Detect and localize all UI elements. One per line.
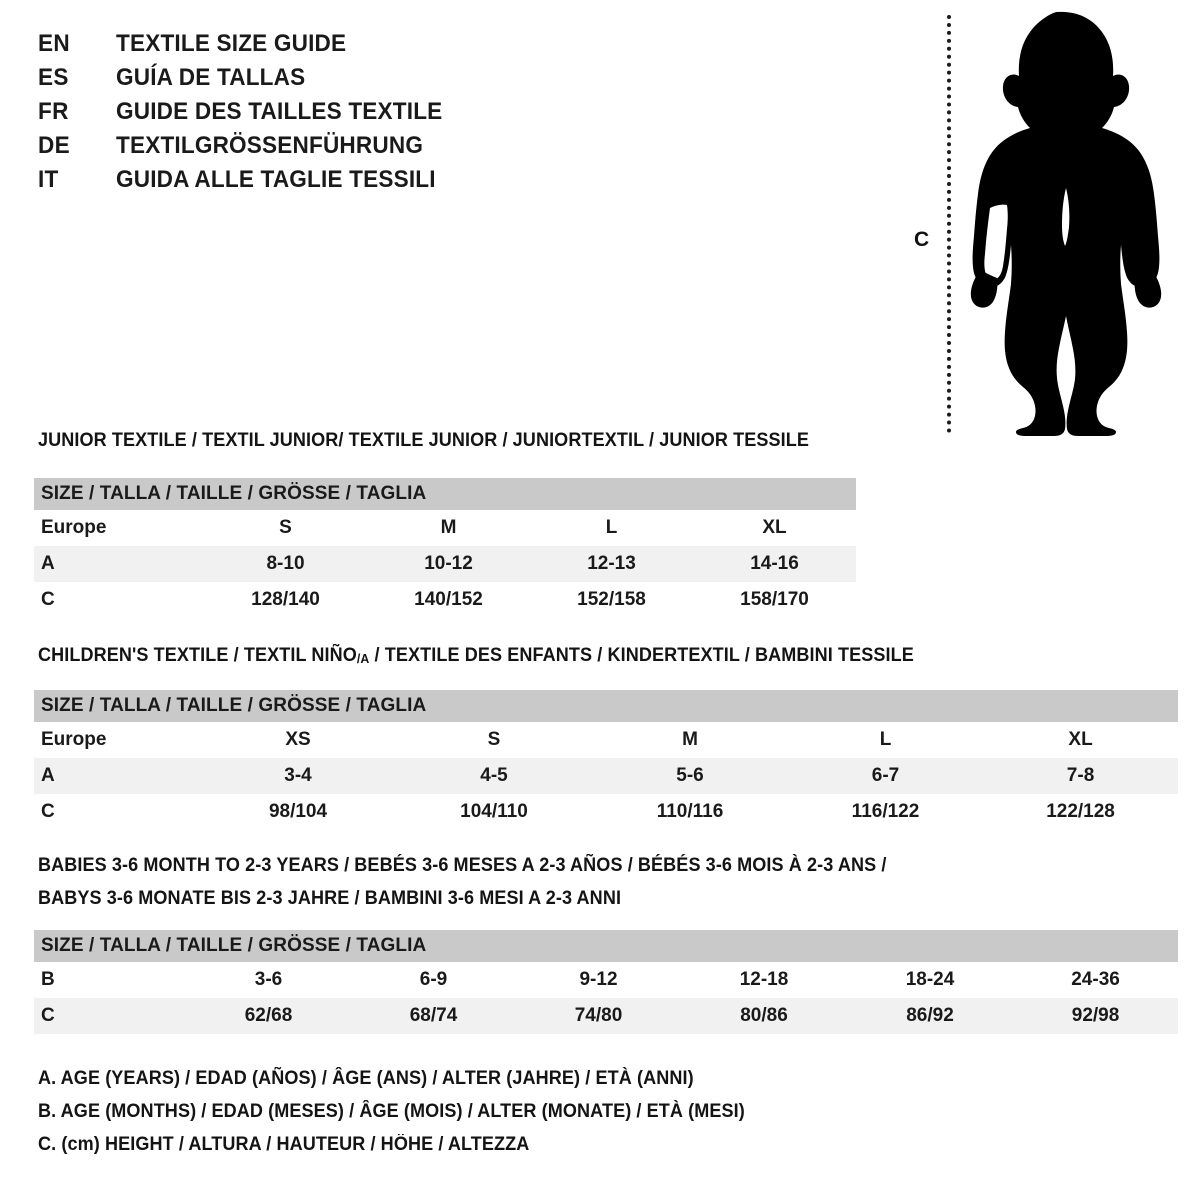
measurement-legend: A. AGE (YEARS) / EDAD (AÑOS) / ÂGE (ANS)… xyxy=(38,1068,938,1167)
language-title-es: GUÍA DE TALLAS xyxy=(116,64,306,91)
babies-row-label-b: B xyxy=(34,962,186,998)
junior-size-table: SIZE / TALLA / TAILLE / GRÖSSE / TAGLIA … xyxy=(34,478,857,618)
children-title-part1: CHILDREN'S TEXTILE / TEXTIL NIÑO xyxy=(38,645,357,666)
junior-table-row-a: A 8-10 10-12 12-13 14-16 xyxy=(34,546,857,582)
junior-cell-europe-0: S xyxy=(204,510,367,546)
babies-cell-c-3: 80/86 xyxy=(681,998,847,1034)
language-code-it: IT xyxy=(38,166,59,193)
children-cell-c-2: 110/116 xyxy=(592,794,788,830)
language-title-en: TEXTILE SIZE GUIDE xyxy=(116,30,347,57)
babies-size-table: SIZE / TALLA / TAILLE / GRÖSSE / TAGLIA … xyxy=(34,930,1179,1034)
children-cell-europe-1: S xyxy=(396,722,592,758)
language-row-es: ES GUÍA DE TALLAS xyxy=(38,64,558,98)
children-table-row-c: C 98/104 104/110 110/116 116/122 122/128 xyxy=(34,794,1179,830)
language-title-de: TEXTILGRÖSSENFÜHRUNG xyxy=(116,132,424,159)
children-table-row-europe: Europe XS S M L XL xyxy=(34,722,1179,758)
children-size-table: SIZE / TALLA / TAILLE / GRÖSSE / TAGLIA … xyxy=(34,690,1179,830)
language-row-fr: FR GUIDE DES TAILLES TEXTILE xyxy=(38,98,558,132)
babies-table-row-c: C 62/68 68/74 74/80 80/86 86/92 92/98 xyxy=(34,998,1179,1034)
children-table-row-a: A 3-4 4-5 5-6 6-7 7-8 xyxy=(34,758,1179,794)
children-cell-a-1: 4-5 xyxy=(396,758,592,794)
children-cell-europe-0: XS xyxy=(200,722,396,758)
children-cell-c-0: 98/104 xyxy=(200,794,396,830)
language-row-it: IT GUIDA ALLE TAGLIE TESSILI xyxy=(38,166,558,200)
babies-cell-c-4: 86/92 xyxy=(847,998,1013,1034)
babies-cell-b-1: 6-9 xyxy=(351,962,516,998)
children-cell-c-1: 104/110 xyxy=(396,794,592,830)
language-code-fr: FR xyxy=(38,98,69,125)
babies-cell-b-2: 9-12 xyxy=(516,962,681,998)
junior-cell-a-3: 14-16 xyxy=(693,546,857,582)
junior-cell-c-2: 152/158 xyxy=(530,582,693,618)
junior-row-label-c: C xyxy=(34,582,204,618)
legend-line-a: A. AGE (YEARS) / EDAD (AÑOS) / ÂGE (ANS)… xyxy=(38,1068,694,1089)
babies-section-title-line1: BABIES 3-6 MONTH TO 2-3 YEARS / BEBÉS 3-… xyxy=(38,855,887,876)
child-standing-silhouette-icon xyxy=(970,11,1162,436)
language-code-es: ES xyxy=(38,64,69,91)
babies-cell-b-0: 3-6 xyxy=(186,962,351,998)
language-code-en: EN xyxy=(38,30,70,57)
measure-axis-label-c: C xyxy=(914,228,930,251)
babies-cell-c-1: 68/74 xyxy=(351,998,516,1034)
children-cell-europe-4: XL xyxy=(983,722,1179,758)
children-row-label-europe: Europe xyxy=(34,722,200,758)
children-group-header: SIZE / TALLA / TAILLE / GRÖSSE / TAGLIA xyxy=(34,690,1179,722)
language-header-block: EN TEXTILE SIZE GUIDE ES GUÍA DE TALLAS … xyxy=(38,30,558,200)
children-section-title: CHILDREN'S TEXTILE / TEXTIL NIÑO/A / TEX… xyxy=(38,645,914,667)
junior-cell-a-1: 10-12 xyxy=(367,546,530,582)
junior-cell-c-0: 128/140 xyxy=(204,582,367,618)
children-cell-a-0: 3-4 xyxy=(200,758,396,794)
babies-section-title-line2: BABYS 3-6 MONATE BIS 2-3 JAHRE / BAMBINI… xyxy=(38,888,622,909)
babies-cell-c-2: 74/80 xyxy=(516,998,681,1034)
junior-row-label-a: A xyxy=(34,546,204,582)
junior-section-title: JUNIOR TEXTILE / TEXTIL JUNIOR/ TEXTILE … xyxy=(38,430,809,451)
language-title-fr: GUIDE DES TAILLES TEXTILE xyxy=(116,98,443,125)
junior-cell-c-3: 158/170 xyxy=(693,582,857,618)
legend-line-c: C. (cm) HEIGHT / ALTURA / HAUTEUR / HÖHE… xyxy=(38,1134,530,1155)
children-row-label-c: C xyxy=(34,794,200,830)
junior-table-row-c: C 128/140 140/152 152/158 158/170 xyxy=(34,582,857,618)
junior-cell-a-0: 8-10 xyxy=(204,546,367,582)
children-cell-c-4: 122/128 xyxy=(983,794,1179,830)
junior-group-header: SIZE / TALLA / TAILLE / GRÖSSE / TAGLIA xyxy=(34,478,857,510)
junior-table-row-europe: Europe S M L XL xyxy=(34,510,857,546)
babies-cell-c-5: 92/98 xyxy=(1013,998,1179,1034)
junior-table-group-header-row: SIZE / TALLA / TAILLE / GRÖSSE / TAGLIA xyxy=(34,478,857,510)
junior-cell-europe-3: XL xyxy=(693,510,857,546)
junior-cell-c-1: 140/152 xyxy=(367,582,530,618)
language-code-de: DE xyxy=(38,132,70,159)
junior-cell-europe-1: M xyxy=(367,510,530,546)
babies-cell-b-3: 12-18 xyxy=(681,962,847,998)
babies-row-label-c: C xyxy=(34,998,186,1034)
babies-cell-c-0: 62/68 xyxy=(186,998,351,1034)
height-dashed-line xyxy=(947,15,951,433)
children-cell-a-3: 6-7 xyxy=(788,758,983,794)
children-table-group-header-row: SIZE / TALLA / TAILLE / GRÖSSE / TAGLIA xyxy=(34,690,1179,722)
babies-cell-b-5: 24-36 xyxy=(1013,962,1179,998)
junior-cell-a-2: 12-13 xyxy=(530,546,693,582)
children-title-sub: /A xyxy=(356,651,370,666)
children-cell-a-4: 7-8 xyxy=(983,758,1179,794)
legend-line-b: B. AGE (MONTHS) / EDAD (MESES) / ÂGE (MO… xyxy=(38,1101,745,1122)
height-measurement-figure: C xyxy=(890,8,1190,438)
language-row-de: DE TEXTILGRÖSSENFÜHRUNG xyxy=(38,132,558,166)
children-cell-c-3: 116/122 xyxy=(788,794,983,830)
babies-group-header: SIZE / TALLA / TAILLE / GRÖSSE / TAGLIA xyxy=(34,930,1179,962)
babies-table-row-b: B 3-6 6-9 9-12 12-18 18-24 24-36 xyxy=(34,962,1179,998)
children-title-part2: / TEXTILE DES ENFANTS / KINDERTEXTIL / B… xyxy=(369,645,914,666)
language-row-en: EN TEXTILE SIZE GUIDE xyxy=(38,30,558,64)
junior-cell-europe-2: L xyxy=(530,510,693,546)
babies-cell-b-4: 18-24 xyxy=(847,962,1013,998)
children-cell-europe-3: L xyxy=(788,722,983,758)
babies-table-group-header-row: SIZE / TALLA / TAILLE / GRÖSSE / TAGLIA xyxy=(34,930,1179,962)
children-row-label-a: A xyxy=(34,758,200,794)
junior-row-label-europe: Europe xyxy=(34,510,204,546)
children-cell-a-2: 5-6 xyxy=(592,758,788,794)
children-cell-europe-2: M xyxy=(592,722,788,758)
language-title-it: GUIDA ALLE TAGLIE TESSILI xyxy=(116,166,436,193)
